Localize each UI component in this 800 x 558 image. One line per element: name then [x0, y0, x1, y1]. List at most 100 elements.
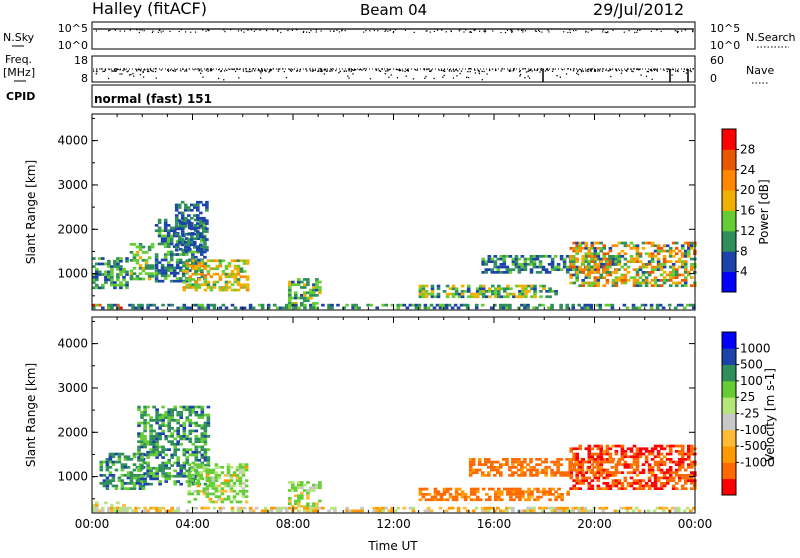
heatmap-cell — [575, 447, 579, 451]
heatmap-cell — [200, 456, 205, 459]
heatmap-cell — [512, 292, 516, 296]
heatmap-cell — [175, 234, 180, 238]
heatmap-cell — [623, 460, 628, 464]
freq-point — [579, 68, 581, 71]
x-tick-label: 08:00 — [276, 517, 311, 531]
heatmap-cell — [111, 463, 116, 466]
heatmap-cell — [178, 258, 183, 262]
heatmap-cell — [526, 263, 531, 266]
heatmap-cell — [235, 476, 240, 480]
heatmap-cell — [605, 471, 610, 474]
freq-point — [460, 70, 463, 72]
heatmap-cell — [689, 303, 693, 307]
heatmap-cell — [614, 471, 619, 474]
heatmap-cell — [138, 245, 143, 249]
heatmap-cell — [123, 455, 128, 459]
heatmap-cell — [683, 263, 688, 266]
nsky-point — [296, 29, 298, 31]
heatmap-cell — [421, 290, 426, 293]
heatmap-cell — [172, 279, 177, 283]
heatmap-cell — [650, 255, 655, 258]
heatmap-cell — [529, 468, 533, 472]
nsky-point — [315, 31, 317, 33]
heatmap-cell — [527, 493, 531, 496]
heatmap-cell — [494, 292, 498, 296]
heatmap-cell — [641, 271, 646, 274]
freq-point — [519, 73, 522, 76]
heatmap-cell — [494, 490, 498, 494]
nsky-point — [459, 29, 461, 31]
heatmap-cell — [656, 455, 661, 459]
heatmap-cell — [441, 303, 446, 307]
heatmap-cell — [502, 255, 507, 258]
freq-point — [426, 68, 428, 71]
heatmap-cell — [105, 463, 110, 466]
heatmap-cell — [592, 471, 597, 474]
heatmap-cell — [205, 206, 209, 209]
heatmap-cell — [194, 413, 199, 417]
heatmap-cell — [490, 466, 494, 469]
heatmap-cell — [372, 506, 376, 510]
heatmap-cell — [150, 243, 155, 246]
heatmap-cell — [487, 255, 492, 258]
heatmap-cell — [529, 271, 534, 274]
heatmap-cell — [506, 284, 510, 288]
heatmap-cell — [125, 270, 129, 274]
heatmap-cell — [677, 474, 682, 477]
freq-point — [601, 70, 604, 72]
freq-point — [93, 70, 95, 72]
heatmap-cell — [617, 458, 622, 461]
heatmap-cell — [490, 271, 495, 274]
velocity-colorbar-label: Velocity [m s-1] — [763, 368, 777, 462]
heatmap-cell — [527, 284, 531, 288]
heatmap-cell — [647, 271, 652, 274]
heatmap-cell — [208, 484, 213, 488]
heatmap-cell — [502, 271, 507, 274]
heatmap-cell — [152, 448, 156, 451]
heatmap-cell — [214, 489, 219, 493]
heatmap-cell — [203, 247, 207, 251]
heatmap-cell — [126, 487, 131, 490]
heatmap-cell — [190, 208, 194, 212]
heatmap-cell — [132, 259, 137, 262]
heatmap-cell — [196, 216, 200, 220]
heatmap-cell — [620, 241, 625, 245]
freq-point — [390, 74, 392, 76]
heatmap-cell — [454, 495, 459, 499]
heatmap-cell — [502, 257, 507, 261]
heatmap-cell — [263, 506, 268, 510]
heatmap-cell — [545, 295, 549, 299]
heatmap-cell — [641, 241, 646, 245]
x-tick-label: 16:00 — [477, 517, 512, 531]
heatmap-cell — [149, 303, 153, 307]
heatmap-cell — [580, 460, 584, 464]
heatmap-cell — [167, 472, 171, 475]
y-tick-label: 1000 — [57, 267, 88, 281]
heatmap-cell — [180, 216, 185, 220]
heatmap-cell — [671, 255, 676, 258]
heatmap-cell — [177, 203, 182, 207]
heatmap-cell — [617, 257, 622, 261]
heatmap-cell — [200, 283, 205, 287]
heatmap-cell — [200, 437, 205, 441]
freq-point — [594, 69, 596, 71]
heatmap-cell — [135, 259, 140, 262]
freq-point — [123, 68, 125, 70]
heatmap-cell — [456, 509, 461, 513]
freq-point — [551, 70, 554, 72]
heatmap-cell — [197, 226, 201, 230]
freq-point — [582, 70, 584, 72]
nsky-point — [465, 29, 467, 31]
nsky-point — [506, 29, 509, 31]
heatmap-cell — [211, 484, 216, 488]
heatmap-cell — [547, 255, 552, 258]
nsky-point — [341, 29, 343, 31]
heatmap-cell — [303, 299, 307, 303]
heatmap-cell — [187, 482, 192, 485]
heatmap-cell — [671, 249, 676, 253]
heatmap-cell — [521, 495, 525, 499]
heatmap-cell — [535, 255, 540, 258]
heatmap-cell — [674, 460, 679, 464]
freq-point — [587, 70, 589, 73]
freq-point — [95, 73, 97, 75]
